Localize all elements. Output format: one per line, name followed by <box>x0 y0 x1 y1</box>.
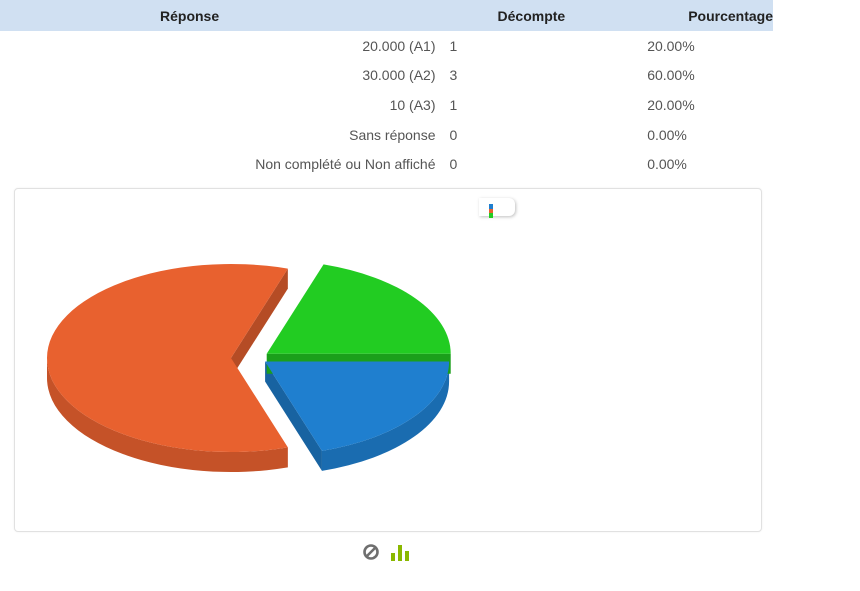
legend-icon[interactable] <box>489 204 493 218</box>
pie-slice-cut <box>231 268 288 378</box>
pie-slice-cut <box>265 361 322 471</box>
table-row: 20.000 (A1) 1 20.00% <box>0 31 773 61</box>
row-percent: 0.00% <box>647 126 687 143</box>
row-label: 10 (A3) <box>389 96 436 113</box>
row-count: 0 <box>449 156 458 173</box>
row-percent: 0.00% <box>647 156 687 173</box>
row-label: 20.000 (A1) <box>362 37 436 54</box>
legend-toggle-button[interactable] <box>479 198 515 216</box>
row-label: Non complété ou Non affiché <box>255 156 436 173</box>
row-label: Sans réponse <box>349 126 436 143</box>
header-pourcentage: Pourcentage <box>647 0 773 31</box>
header-decompte: Décompte <box>443 0 648 31</box>
row-count: 3 <box>449 67 458 84</box>
no-entry-icon[interactable] <box>362 543 380 566</box>
table-row: 10 (A3) 1 20.00% <box>0 90 773 120</box>
row-count: 1 <box>449 96 458 113</box>
legend-swatch-icon <box>489 204 493 218</box>
header-reponse: Réponse <box>0 0 444 31</box>
table-header-row: Réponse Décompte Pourcentage <box>0 0 773 31</box>
table-row: Non complété ou Non affiché 0 0.00% <box>0 149 773 179</box>
pie-slice[interactable] <box>266 264 451 354</box>
pie-slices-layer <box>47 264 451 452</box>
row-percent: 20.00% <box>647 37 695 54</box>
table-row: 30.000 (A2) 3 60.00% <box>0 61 773 91</box>
pie-slice-side <box>47 358 288 472</box>
pie-slice[interactable] <box>47 264 288 452</box>
chart-toolbar <box>362 543 410 565</box>
pie-slice[interactable] <box>265 361 450 451</box>
table-row: Sans réponse 0 0.00% <box>0 120 773 150</box>
row-percent: 20.00% <box>647 96 695 113</box>
row-label: 30.000 (A2) <box>362 67 436 84</box>
pie-slice-side <box>321 361 450 471</box>
statistics-table: Réponse Décompte Pourcentage 20.000 (A1)… <box>0 0 773 179</box>
row-count: 0 <box>449 126 458 143</box>
row-count: 1 <box>449 37 458 54</box>
row-percent: 60.00% <box>647 67 695 84</box>
bar-chart-icon[interactable] <box>390 542 410 567</box>
